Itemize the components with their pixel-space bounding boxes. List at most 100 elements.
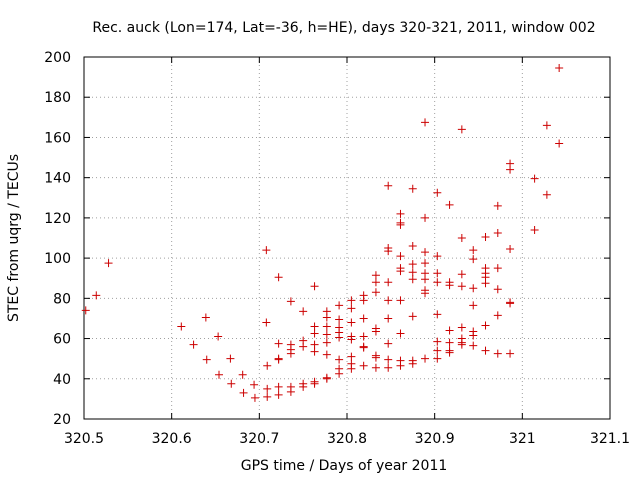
data-point: [408, 359, 417, 368]
y-tick-label: 120: [44, 211, 71, 227]
data-point: [530, 174, 539, 183]
data-point: [310, 322, 319, 331]
data-point: [202, 355, 211, 364]
data-point: [457, 340, 466, 349]
data-point: [384, 247, 393, 256]
y-tick-label: 60: [53, 332, 71, 348]
data-point: [250, 393, 259, 402]
data-point: [469, 284, 478, 293]
data-point: [359, 296, 368, 305]
data-point: [347, 296, 356, 305]
data-point: [506, 299, 515, 308]
data-point: [299, 382, 308, 391]
data-point: [457, 282, 466, 291]
axis-ticks: 320.5 320.6 320.7 320.8 320.9 321 321.1 20 40 60 8…: [44, 50, 630, 447]
data-point: [396, 361, 405, 370]
data-point: [262, 318, 271, 327]
data-point: [457, 125, 466, 134]
data-point: [322, 374, 331, 383]
data-point: [493, 201, 502, 210]
data-point: [421, 259, 430, 268]
x-tick-label: 320.9: [415, 431, 455, 447]
data-point: [335, 315, 344, 324]
data-point: [457, 234, 466, 242]
data-point: [445, 348, 454, 357]
data-point: [322, 322, 331, 331]
data-point: [310, 347, 319, 356]
data-point: [481, 232, 490, 241]
data-point: [335, 369, 344, 378]
data-point: [201, 313, 210, 322]
data-point: [408, 312, 417, 321]
x-tick-label: 321.1: [590, 431, 630, 447]
x-tick-label: 320.5: [64, 431, 104, 447]
data-point: [239, 388, 248, 397]
data-point: [469, 331, 478, 340]
x-tick-label: 320.7: [239, 431, 279, 447]
data-point: [286, 297, 295, 306]
data-point: [322, 313, 331, 322]
x-axis-label: GPS time / Days of year 2011: [241, 458, 448, 474]
data-point: [347, 364, 356, 373]
data-point: [421, 354, 430, 363]
data-point: [384, 296, 393, 305]
data-point: [286, 349, 295, 358]
chart-title: Rec. auck (Lon=174, Lat=-36, h=HE), days…: [92, 20, 595, 36]
data-point: [310, 329, 319, 338]
data-point: [433, 269, 442, 278]
data-point: [371, 278, 380, 287]
data-point: [299, 307, 308, 316]
data-point: [481, 279, 490, 288]
data-point: [493, 228, 502, 237]
data-point: [227, 379, 236, 388]
data-point: [445, 326, 454, 335]
data-point: [506, 245, 515, 254]
data-point: [238, 370, 247, 379]
data-point: [433, 337, 442, 346]
data-point: [359, 314, 368, 323]
y-tick-label: 100: [44, 251, 71, 267]
data-point: [433, 310, 442, 319]
y-tick-label: 180: [44, 90, 71, 106]
data-point: [396, 296, 405, 305]
data-point: [263, 361, 272, 370]
data-point: [274, 273, 283, 282]
data-point: [384, 363, 393, 372]
data-point: [542, 190, 551, 199]
data-point: [347, 318, 356, 327]
data-point: [347, 304, 356, 313]
data-point: [421, 289, 430, 298]
data-points: [81, 64, 564, 402]
data-point: [408, 275, 417, 284]
y-tick-label: 200: [44, 50, 71, 66]
data-point: [371, 327, 380, 336]
data-point: [384, 314, 393, 323]
data-point: [347, 352, 356, 361]
data-point: [189, 340, 198, 349]
data-point: [396, 209, 405, 218]
data-point: [310, 282, 319, 291]
data-point: [396, 329, 405, 338]
data-point: [469, 301, 478, 310]
data-point: [310, 340, 319, 349]
data-point: [359, 332, 368, 341]
data-point: [263, 384, 272, 393]
data-point: [299, 342, 308, 351]
y-tick-label: 80: [53, 291, 71, 307]
data-point: [92, 291, 101, 300]
data-point: [421, 213, 430, 222]
data-point: [81, 306, 90, 315]
y-tick-label: 40: [53, 372, 71, 388]
data-point: [396, 252, 405, 261]
data-point: [214, 332, 223, 341]
data-point: [104, 259, 113, 268]
data-point: [555, 64, 564, 73]
data-point: [408, 260, 417, 269]
data-point: [433, 354, 442, 363]
data-point: [310, 379, 319, 388]
data-point: [274, 355, 283, 364]
data-point: [371, 363, 380, 372]
data-point: [457, 323, 466, 332]
data-point: [384, 355, 393, 364]
